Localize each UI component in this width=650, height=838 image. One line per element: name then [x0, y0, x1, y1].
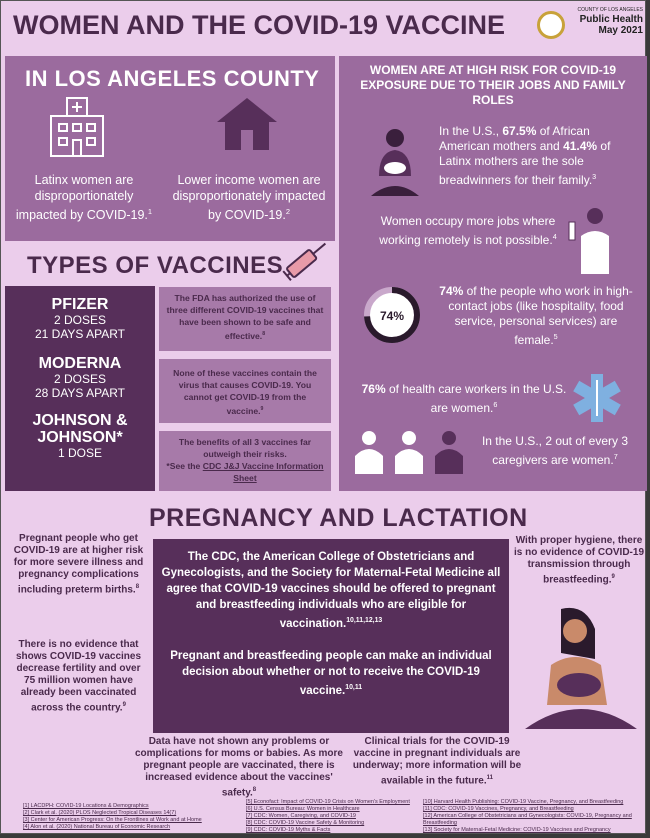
page-title: WOMEN AND THE COVID-19 VACCINE [13, 10, 506, 40]
references-col-1: [1] LACDPH: COVID-19 Locations & Demogra… [23, 803, 213, 831]
la-stat-latinx: Latinx women are disproportionately impa… [15, 173, 153, 223]
vaccine-card-fda: The FDA has authorized the use of three … [159, 287, 331, 351]
vaccine-pfizer: PFIZER 2 DOSES 21 DAYS APART [34, 296, 126, 341]
vaccine-card-safety: None of these vaccines contain the virus… [159, 359, 331, 423]
reference-link[interactable]: [13] Society for Maternal-Fetal Medicine… [423, 827, 611, 833]
star-of-life-icon [573, 374, 621, 422]
reference-link[interactable]: [6] U.S. Census Bureau: Women in Healthc… [246, 806, 360, 812]
reference-link[interactable]: [11] CDC: COVID-19 Vaccines, Pregnancy, … [423, 806, 574, 812]
pregnancy-heading: PREGNANCY AND LACTATION [149, 504, 528, 532]
county-seal-icon [537, 11, 565, 39]
caregivers-icon [355, 431, 463, 474]
pregnancy-center-panel: The CDC, the American College of Obstetr… [153, 539, 509, 733]
stat-breadwinners: In the U.S., 67.5% of African American m… [439, 124, 611, 187]
reference-link[interactable]: [12] American College of Obstetricians a… [423, 813, 632, 826]
reference-link[interactable]: [1] LACDPH: COVID-19 Locations & Demogra… [23, 803, 149, 809]
hospital-icon [50, 97, 104, 157]
reference-link[interactable]: [9] CDC: COVID-19 Myths & Facts [246, 827, 331, 833]
safety-data-text: Data have not shown any problems or comp… [134, 736, 343, 799]
la-county-panel: IN LOS ANGELES COUNTY Latinx women are d… [5, 56, 335, 241]
vaccine-jj: JOHNSON & JOHNSON* 1 DOSE [32, 412, 128, 460]
risk-heading: WOMEN ARE AT HIGH RISK FOR COVID-19 EXPO… [360, 63, 626, 107]
vaccine-list-panel: PFIZER 2 DOSES 21 DAYS APART MODERNA 2 DOSE… [5, 286, 155, 491]
fertility-text: There is no evidence that shows COVID-19… [15, 639, 142, 714]
vaccines-heading: TYPES OF VACCINES [27, 252, 284, 279]
syringe-icon [282, 242, 327, 281]
cdc-jj-link[interactable]: CDC J&J Vaccine Information Sheet [202, 461, 324, 483]
stat-health-workers: 76% of health care workers in the U.S. a… [361, 382, 567, 415]
logo-date: May 2021 [598, 25, 643, 36]
risk-panel: WOMEN ARE AT HIGH RISK FOR COVID-19 EXPO… [339, 56, 647, 491]
reference-link[interactable]: [4] Alon et al. (2020) National Bureau o… [23, 824, 171, 830]
reference-link[interactable]: [8] CDC: COVID-19 Vaccine Safety & Monit… [246, 820, 365, 826]
logo-agency-small: COUNTY OF LOS ANGELES [577, 7, 643, 13]
house-icon [217, 98, 277, 150]
breastfeeding-text: With proper hygiene, there is no evidenc… [513, 535, 645, 586]
agencies-agree-text: The CDC, the American College of Obstetr… [161, 551, 501, 630]
clinical-trials-text: Clinical trials for the COVID-19 vaccine… [352, 736, 522, 787]
individual-decision-text: Pregnant and breastfeeding people can ma… [170, 649, 492, 697]
reference-link[interactable]: [10] Harvard Health Publishing: COVID-19… [423, 799, 624, 805]
donut-label: 74% [380, 309, 404, 323]
la-county-heading: IN LOS ANGELES COUNTY [25, 66, 320, 91]
reference-link[interactable]: [3] Center for American Progress: On the… [23, 817, 202, 823]
la-stat-income: Lower income women are disproportionatel… [172, 173, 326, 223]
stat-caregivers: In the U.S., 2 out of every 3 caregivers… [481, 434, 629, 467]
mother-baby-icon [371, 129, 419, 196]
logo-agency: Public Health [579, 14, 643, 25]
scientist-icon [568, 208, 609, 274]
breastfeeding-woman-icon [525, 607, 637, 729]
references-col-3: [10] Harvard Health Publishing: COVID-19… [423, 799, 643, 834]
references-col-2: [5] Econofact: Impact of COVID-19 Crisis… [246, 799, 416, 834]
pregnancy-risk-text: Pregnant people who get COVID-19 are at … [13, 533, 144, 596]
vaccine-moderna: MODERNA 2 DOSES 28 DAYS APART [34, 355, 126, 400]
public-health-logo: COUNTY OF LOS ANGELES Public Health May 20… [537, 7, 645, 53]
vaccine-card-benefits: The benefits of all 3 vaccines far outwe… [159, 431, 331, 491]
reference-link[interactable]: [5] Econofact: Impact of COVID-19 Crisis… [246, 799, 410, 805]
reference-link[interactable]: [7] CDC: Women, Caregiving, and COVID-19 [246, 813, 356, 819]
donut-chart-74: 74% [364, 287, 420, 343]
reference-link[interactable]: [2] Clark et al. (2020) PLOS Neglected T… [23, 810, 177, 816]
stat-high-contact: 74% of the people who work in high-conta… [439, 284, 633, 347]
stat-remote-jobs: Women occupy more jobs where working rem… [379, 214, 557, 247]
